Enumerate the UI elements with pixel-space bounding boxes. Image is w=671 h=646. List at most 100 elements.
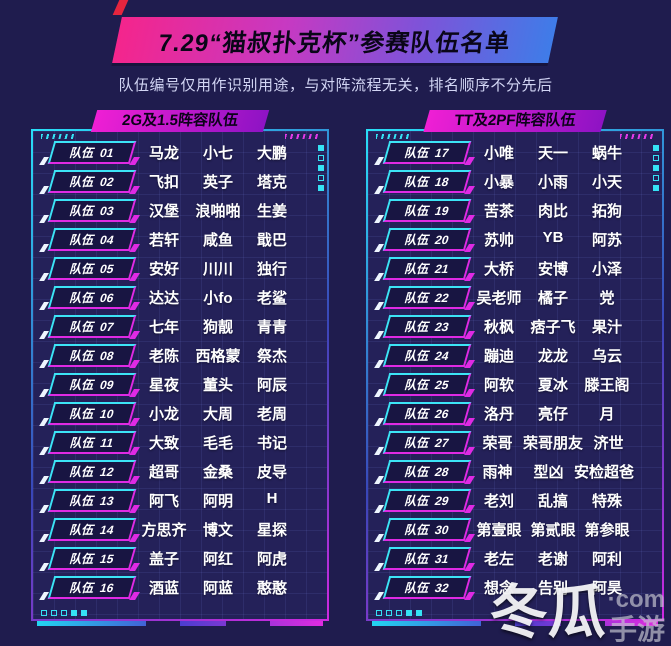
team-members: 盖子 阿红 阿虎 [137,548,299,569]
team-members: 老刘 乱搞 特殊 [472,490,634,511]
team-number: 08 [98,348,116,363]
team-members: 荣哥 荣哥朋友 济世 [472,432,634,453]
team-badge-prefix: 队伍 [403,233,432,247]
team-badge: 队伍 10 [47,402,137,425]
member-name: 狗靓 [202,319,233,336]
team-badge-wrap: 队伍 01 [33,141,137,164]
team-number: 32 [433,580,451,595]
team-row: 队伍 15 盖子 阿红 阿虎 [33,544,327,573]
team-badge: 队伍 03 [47,199,137,222]
team-badge-wrap: 队伍 10 [33,402,137,425]
pixel-squares-icon [376,610,422,616]
team-badge-wrap: 队伍 11 [33,431,137,454]
team-badge-wrap: 队伍 27 [368,431,472,454]
team-badge-prefix: 队伍 [403,175,432,189]
team-number: 15 [98,551,116,566]
member-name: 生姜 [256,203,287,220]
team-badge-wrap: 队伍 09 [33,373,137,396]
member-name: 济世 [593,435,624,452]
member-name: 小泽 [591,261,622,278]
team-row: 队伍 22 吴老师 橘子 党 [368,283,662,312]
team-badge-prefix: 队伍 [68,407,97,421]
team-members: 吴老师 橘子 党 [472,287,634,308]
team-members: 洛丹 亮仔 月 [472,403,634,424]
watermark-sub: 手游 [608,613,665,645]
team-badge-prefix: 队伍 [68,320,97,334]
team-row: 队伍 23 秋枫 痞子飞 果汁 [368,312,662,341]
team-members: 达达 小fo 老鲨 [137,287,299,308]
team-badge-prefix: 队伍 [68,291,97,305]
member-name: 独行 [256,261,287,278]
team-members: 苦茶 肉比 拓狗 [472,200,634,221]
member-name: 毛毛 [202,435,233,452]
team-number: 07 [98,319,116,334]
member-name: 痞子飞 [530,319,576,336]
member-name: 橘子 [537,290,568,307]
team-row: 队伍 09 星夜 董头 阿辰 [33,370,327,399]
team-row: 队伍 29 老刘 乱搞 特殊 [368,486,662,515]
team-row: 队伍 10 小龙 大周 老周 [33,399,327,428]
team-number: 19 [433,203,451,218]
team-badge-wrap: 队伍 18 [368,170,472,193]
team-badge: 队伍 09 [47,373,137,396]
member-name: 蜗牛 [591,145,622,162]
member-name: 特殊 [591,493,622,510]
team-badge: 队伍 26 [382,402,472,425]
member-name: 老谢 [537,551,568,568]
member-name: 乌云 [591,348,622,365]
team-members: 超哥 金桑 皮导 [137,461,299,482]
team-badge: 队伍 11 [47,431,137,454]
member-name: 蹦迪 [483,348,514,365]
team-badge-wrap: 队伍 06 [33,286,137,309]
member-name: 小雨 [537,174,568,191]
team-badge-wrap: 队伍 26 [368,402,472,425]
team-badge-prefix: 队伍 [403,262,432,276]
team-badge: 队伍 19 [382,199,472,222]
team-badge-wrap: 队伍 32 [368,576,472,599]
team-badge-prefix: 队伍 [403,523,432,537]
team-badge: 队伍 30 [382,518,472,541]
team-badge: 队伍 29 [382,489,472,512]
team-number: 24 [433,348,451,363]
team-members: 方思齐 博文 星探 [137,519,299,540]
member-name: 阿昊 [591,580,622,597]
team-badge-prefix: 队伍 [68,465,97,479]
team-badge-wrap: 队伍 28 [368,460,472,483]
member-name: 老陈 [148,348,179,365]
team-badge: 队伍 04 [47,228,137,251]
member-name: 天一 [537,145,568,162]
team-members: 阿飞 阿明 H [137,490,299,511]
member-name: 安检超爸 [574,464,635,481]
team-badge-prefix: 队伍 [403,407,432,421]
team-number: 30 [433,522,451,537]
team-badge-wrap: 队伍 16 [33,576,137,599]
member-name: 飞扣 [148,174,179,191]
team-badge-prefix: 队伍 [68,349,97,363]
team-members: 秋枫 痞子飞 果汁 [472,316,634,337]
member-name: 酒蓝 [148,580,179,597]
member-name: 方思齐 [141,522,187,539]
team-number: 13 [98,493,116,508]
member-name: 马龙 [148,145,179,162]
team-number: 14 [98,522,116,537]
member-name: 阿明 [202,493,233,510]
team-row: 队伍 11 大致 毛毛 书记 [33,428,327,457]
team-row: 队伍 28 雨神 型凶 安检超爸 [368,457,662,486]
team-badge: 队伍 05 [47,257,137,280]
team-row: 队伍 32 想念 告别 阿昊 [368,573,662,602]
team-badge: 队伍 14 [47,518,137,541]
team-badge-prefix: 队伍 [403,349,432,363]
team-badge: 队伍 22 [382,286,472,309]
member-name: 大鹏 [256,145,287,162]
team-number: 23 [433,319,451,334]
pixel-squares-icon [41,610,87,616]
member-name: 塔克 [256,174,287,191]
member-name: 小唯 [483,145,514,162]
member-name: 安博 [537,261,568,278]
team-number: 26 [433,406,451,421]
member-name: 董头 [202,377,233,394]
subtitle: 队伍编号仅用作识别用途，与对阵流程无关，排名顺序不分先后 [118,77,553,94]
member-name: 阿蓝 [202,580,233,597]
team-row: 队伍 01 马龙 小七 大鹏 [33,138,327,167]
team-members: 酒蓝 阿蓝 憨憨 [137,577,299,598]
